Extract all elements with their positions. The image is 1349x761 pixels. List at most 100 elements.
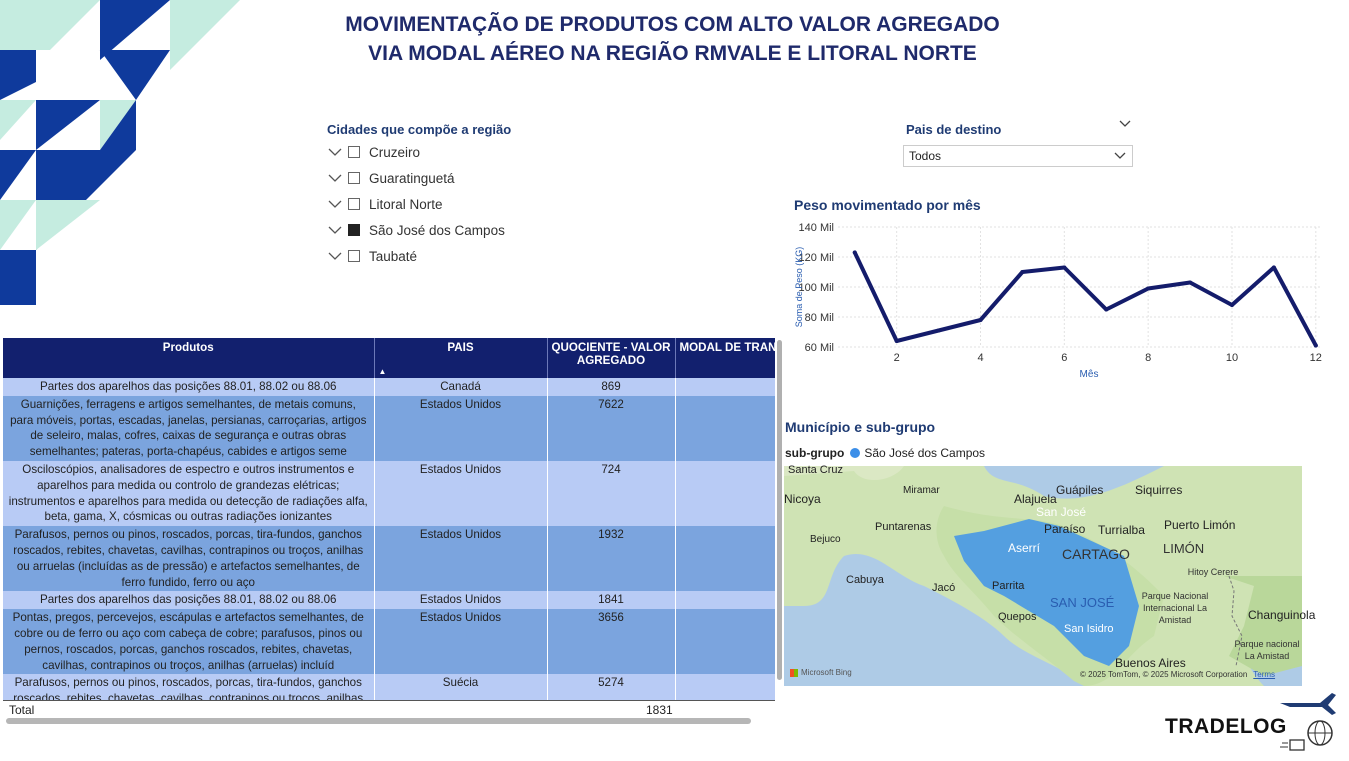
map-place-label: Hitoy Cerere	[1187, 567, 1239, 577]
table-header-row: Produtos PAIS ▲ QUOCIENTE - VALOR AGREGAD…	[3, 338, 775, 378]
tradelog-logo: TRADELOG	[1165, 715, 1287, 738]
cell-pais: Canadá	[374, 378, 548, 396]
map-place-label: LIMÓN	[1163, 541, 1205, 556]
checkbox[interactable]	[348, 224, 360, 236]
map-place-label: Buenos Aires	[1115, 656, 1186, 670]
vertical-scrollbar[interactable]	[777, 340, 782, 680]
map-place-label: San Isidro	[1064, 623, 1114, 635]
map-attribution: © 2025 TomTom, © 2025 Microsoft Corporat…	[1080, 670, 1275, 679]
cell-produto: Osciloscópios, analisadores de espectro …	[3, 460, 375, 527]
cell-modal	[675, 526, 775, 592]
data-point	[1062, 265, 1067, 270]
checkbox[interactable]	[348, 172, 360, 184]
horizontal-scrollbar[interactable]	[6, 718, 751, 724]
map-place-label: Miramar	[903, 485, 940, 496]
data-point	[1229, 303, 1234, 307]
map-place-label: Changuinola	[1248, 608, 1316, 622]
cell-quociente: 1841	[547, 591, 676, 610]
cell-produto: Pontas, pregos, percevejos, escápulas e …	[3, 609, 375, 675]
cell-produto: Partes dos aparelhos das posições 88.01,…	[3, 591, 375, 610]
table-row[interactable]: Parafusos, pernos ou pinos, roscados, po…	[3, 526, 775, 592]
city-slicer-item[interactable]: São José dos Campos	[327, 220, 505, 240]
map-place-label: Santa Cruz	[788, 464, 844, 476]
map-title: Município e sub-grupo	[785, 419, 936, 435]
map-place-label: Nicoya	[784, 492, 821, 506]
decorative-pattern	[0, 0, 240, 305]
chevron-down-icon	[1114, 152, 1126, 159]
city-slicer-item[interactable]: Litoral Norte	[327, 194, 443, 214]
city-slicer-item-label: Taubaté	[369, 248, 418, 264]
data-point	[978, 318, 983, 322]
sort-ascending-icon: ▲	[378, 367, 387, 376]
chevron-down-icon[interactable]	[327, 146, 343, 158]
products-table: Produtos PAIS ▲ QUOCIENTE - VALOR AGREGAD…	[3, 338, 775, 700]
x-tick-label: 10	[1226, 352, 1238, 364]
y-tick-label: 100 Mil	[799, 282, 834, 294]
airplane-globe-icon	[1280, 693, 1336, 751]
y-tick-label: 80 Mil	[805, 312, 834, 324]
line-chart[interactable]: 140 Mil 120 Mil 100 Mil 80 Mil 60 Mil 2 4 6 8 10 1…	[790, 215, 1335, 385]
cell-produto: Partes dos aparelhos das posições 88.01,…	[3, 378, 375, 396]
cell-pais: Suécia	[374, 674, 548, 700]
map[interactable]	[784, 466, 1302, 686]
city-slicer-title: Cidades que compõe a região	[327, 122, 512, 137]
x-tick-label: 2	[894, 352, 900, 364]
map-place-label: Puntarenas	[875, 521, 932, 533]
column-header-label: Produtos	[162, 341, 214, 354]
city-slicer-item[interactable]: Cruzeiro	[327, 142, 420, 162]
city-slicer-item[interactable]: Taubaté	[327, 246, 417, 266]
data-point	[894, 339, 899, 343]
table-row[interactable]: Guarnições, ferragens e artigos semelhan…	[3, 395, 775, 461]
cell-modal	[675, 609, 775, 675]
x-axis-label: Mês	[1080, 369, 1099, 380]
table-row[interactable]: Parafusos, pernos ou pinos, roscados, po…	[3, 674, 775, 700]
chevron-down-icon[interactable]	[327, 250, 343, 262]
table-row[interactable]: Partes dos aparelhos das posições 88.01,…	[3, 378, 775, 396]
cell-modal	[675, 591, 775, 610]
map-place-label: Parque Nacional Internacional La Amistad	[1141, 591, 1209, 625]
chevron-down-icon[interactable]	[327, 198, 343, 210]
cell-quociente: 724	[547, 460, 676, 527]
country-dropdown[interactable]: Todos	[903, 145, 1133, 167]
cell-pais: Estados Unidos	[374, 609, 548, 675]
cell-produto: Parafusos, pernos ou pinos, roscados, po…	[3, 526, 375, 592]
data-point	[1020, 270, 1025, 274]
chevron-down-icon[interactable]	[1118, 119, 1132, 129]
map-place-label: Parque nacional La Amistad	[1234, 639, 1300, 661]
table-row[interactable]: Partes dos aparelhos das posições 88.01,…	[3, 591, 775, 610]
x-tick-label: 4	[977, 352, 983, 364]
column-header-produtos[interactable]: Produtos	[3, 338, 375, 378]
cell-quociente: 3656	[547, 609, 676, 675]
table-row[interactable]: Osciloscópios, analisadores de espectro …	[3, 460, 775, 527]
data-point	[852, 250, 857, 255]
cell-quociente: 5274	[547, 674, 676, 700]
cell-modal	[675, 378, 775, 396]
x-tick-label: 6	[1061, 352, 1067, 364]
city-slicer-item-label: São José dos Campos	[369, 222, 505, 238]
chevron-down-icon[interactable]	[327, 224, 343, 236]
country-dropdown-value: Todos	[909, 149, 942, 163]
map-place-label: Guápiles	[1056, 483, 1104, 497]
checkbox[interactable]	[348, 146, 360, 158]
column-header-quociente[interactable]: QUOCIENTE - VALOR AGREGADO	[547, 338, 676, 378]
map-place-label: SAN JOSÉ	[1050, 595, 1115, 610]
cell-pais: Estados Unidos	[374, 395, 548, 461]
column-header-modal[interactable]: MODAL DE TRAN	[675, 338, 775, 378]
city-slicer-item-label: Guaratinguetá	[369, 170, 455, 186]
map-place-label: Aserrí	[1008, 541, 1041, 555]
city-slicer-item[interactable]: Guaratinguetá	[327, 168, 455, 188]
table-row[interactable]: Pontas, pregos, percevejos, escápulas e …	[3, 609, 775, 675]
map-terms-link[interactable]: Terms	[1253, 670, 1276, 679]
column-header-pais[interactable]: PAIS ▲	[374, 338, 548, 378]
map-place-label: Jacó	[932, 582, 956, 594]
cell-modal	[675, 395, 775, 461]
checkbox[interactable]	[348, 198, 360, 210]
table-total-label: Total	[9, 703, 35, 717]
page-title-line1: MOVIMENTAÇÃO DE PRODUTOS COM ALTO VALOR …	[345, 13, 1000, 36]
checkbox[interactable]	[348, 250, 360, 262]
line-chart-title: Peso movimentado por mês	[794, 197, 981, 213]
column-header-label: QUOCIENTE - VALOR AGREGADO	[551, 341, 671, 367]
x-tick-label: 12	[1310, 352, 1322, 364]
map-provider: Microsoft Bing	[790, 668, 852, 677]
chevron-down-icon[interactable]	[327, 172, 343, 184]
